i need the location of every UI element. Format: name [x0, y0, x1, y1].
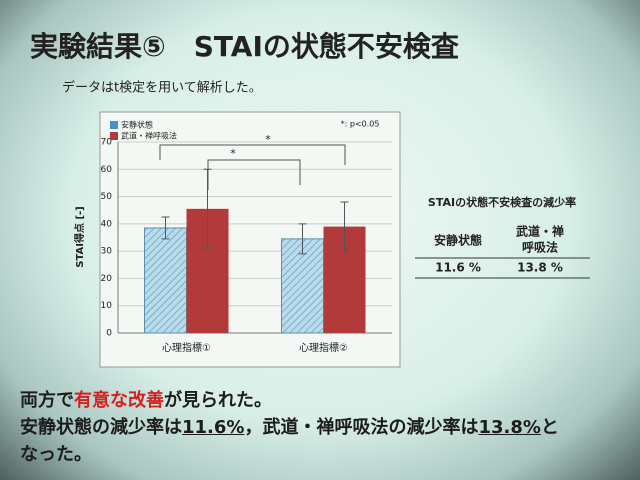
legend-label: 安静状態: [121, 120, 153, 130]
text: 両方で: [20, 390, 74, 411]
table-cell: 13.8 %: [517, 261, 563, 275]
text: と: [540, 417, 559, 438]
slide-subtitle: データはt検定を用いて解析した。: [62, 80, 262, 96]
y-tick-label: 40: [101, 219, 113, 229]
significance-bracket: [159, 144, 346, 165]
text: が見られた。: [164, 390, 272, 411]
annotation: *: [265, 133, 271, 146]
legend-swatch: [110, 132, 118, 140]
text: なった。: [20, 444, 92, 465]
underlined: 11.6%: [182, 417, 245, 438]
highlight: 有意な改善: [74, 390, 164, 411]
y-tick-label: 70: [101, 138, 113, 148]
x-tick-label: 心理指標①: [162, 341, 211, 354]
table-title: STAIの状態不安検査の減少率: [428, 195, 576, 209]
table-header: 安静状態: [434, 233, 482, 248]
table-header: 武道・禅: [516, 224, 564, 239]
slide-title: 実験結果⑤ STAIの状態不安検査: [30, 30, 459, 63]
legend-label: 武道・禅呼吸法: [121, 131, 177, 141]
conclusion: 安静状態の減少率は11.6%，武道・禅呼吸法の減少率は13.8%と: [20, 413, 559, 439]
y-axis-label: STAI得点 [-]: [73, 206, 86, 267]
annotation: *: [230, 147, 236, 160]
error-bar: [340, 201, 349, 252]
conclusion: 両方で有意な改善が見られた。: [20, 386, 272, 412]
x-tick-label: 心理指標②: [299, 341, 348, 354]
table-cell: 11.6 %: [435, 261, 481, 275]
table-header: 呼吸法: [522, 240, 558, 255]
underlined: 13.8%: [478, 417, 541, 438]
significance-bracket: [207, 159, 301, 190]
text: 安静状態の減少率は: [20, 417, 182, 438]
bar: [281, 238, 324, 334]
conclusion: なった。: [20, 440, 92, 466]
y-tick-label: 50: [101, 192, 113, 202]
y-tick-label: 10: [101, 301, 113, 311]
error-bar: [298, 223, 307, 255]
bar: [144, 227, 187, 334]
y-tick-label: 20: [101, 274, 113, 284]
y-tick-label: 30: [101, 247, 113, 257]
annotation: *: p<0.05: [341, 120, 380, 129]
chart: 0 10 20 30 40 50 60 70 STAI得点 [-] 心理指標① 心理指標② 安静状態武…: [73, 120, 392, 354]
y-tick-label: 0: [106, 329, 112, 339]
text: ，武道・禅呼吸法の減少率は: [244, 417, 479, 438]
y-tick-label: 60: [101, 165, 113, 175]
legend-swatch: [110, 121, 118, 129]
error-bar: [161, 216, 170, 240]
